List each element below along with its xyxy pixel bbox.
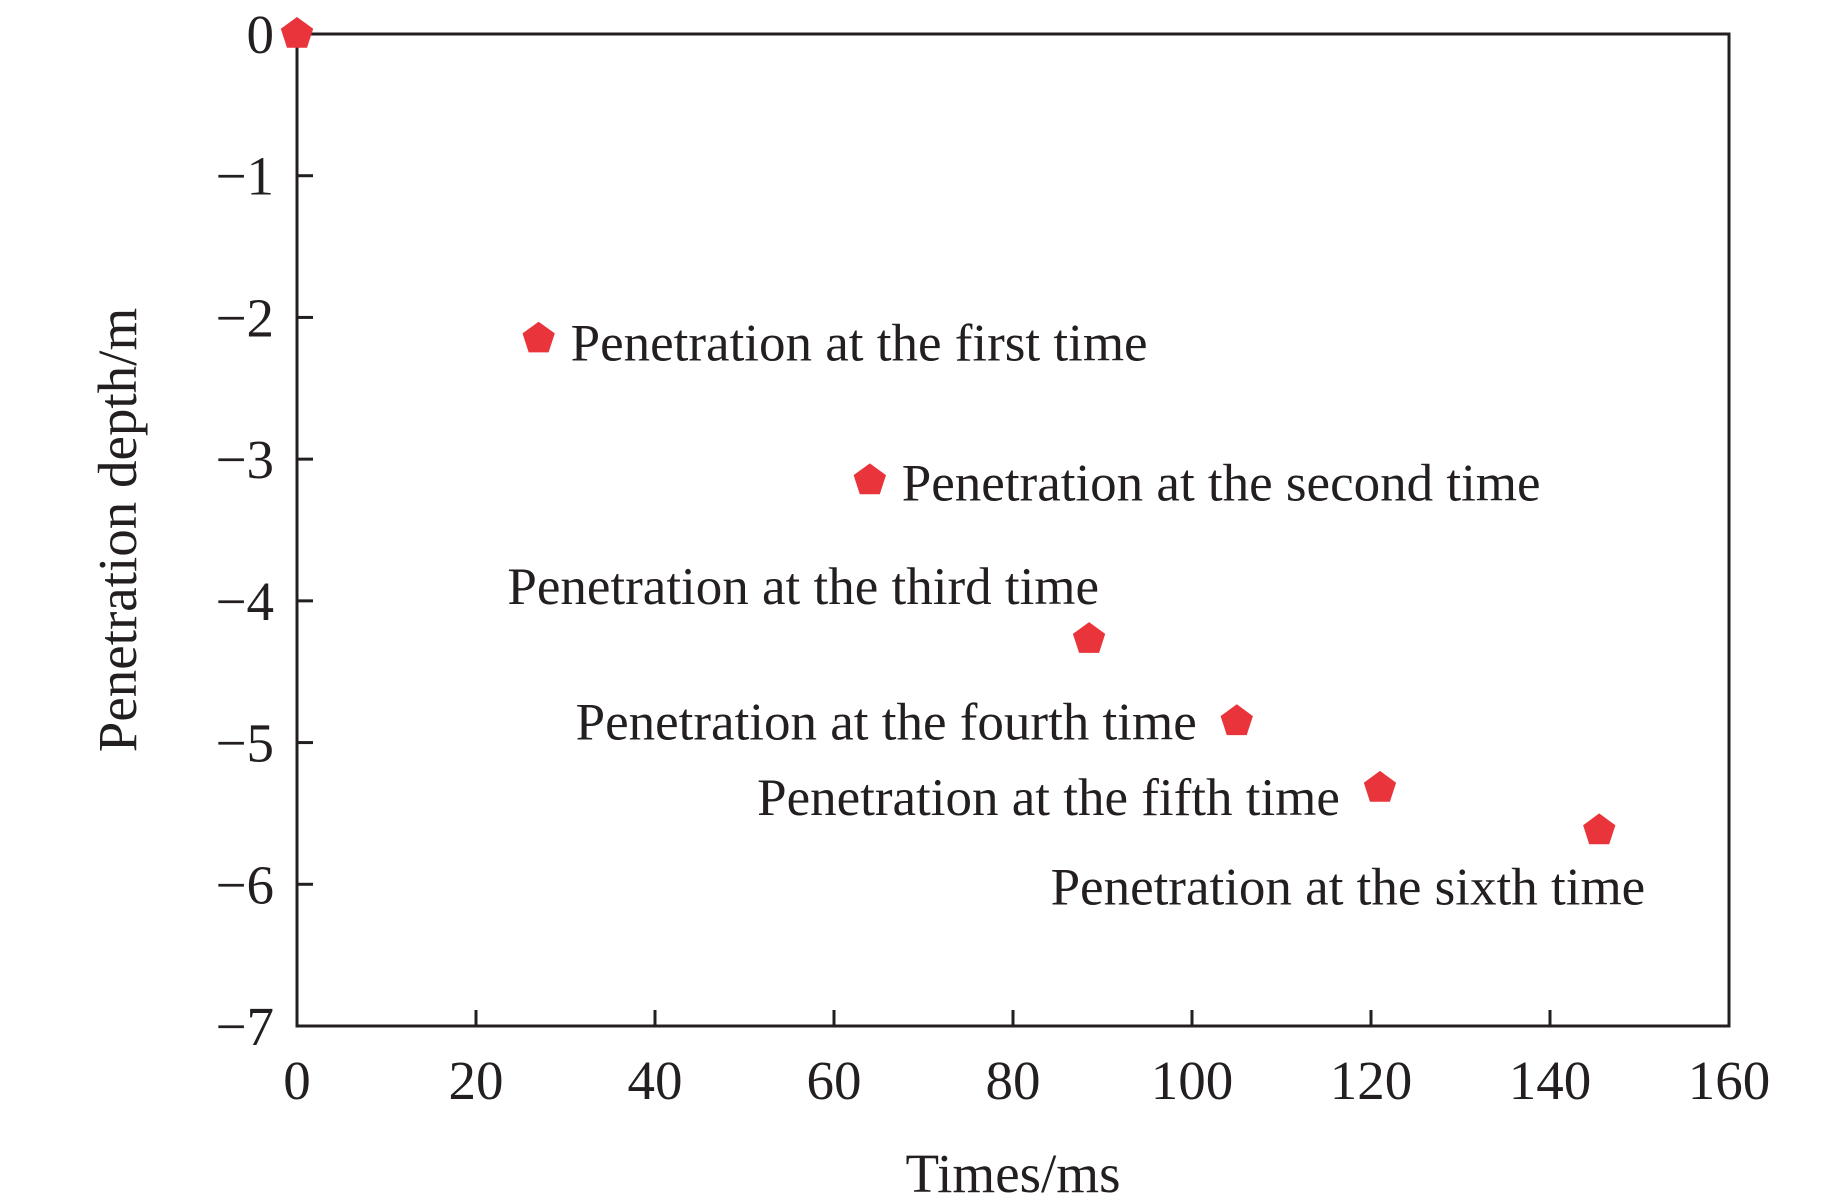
point-annotation: Penetration at the second time [902,454,1541,512]
x-tick-label: 120 [1330,1050,1413,1111]
x-tick-label: 140 [1509,1050,1592,1111]
data-points [280,17,1616,845]
y-axis-ticks: 0 −1 −2 −3 −4 −5 −6 −7 [215,4,313,1057]
y-tick-label: −7 [215,996,274,1057]
y-tick-label: −6 [215,854,274,915]
data-point-marker [1583,813,1616,845]
x-tick-label: 60 [807,1050,862,1111]
data-point-marker [1220,704,1253,736]
x-axis-ticks: 0 20 40 60 80 100 120 140 160 [283,1010,1770,1111]
x-tick-label: 40 [628,1050,683,1111]
y-tick-label: 0 [247,4,275,65]
x-tick-label: 20 [449,1050,504,1111]
point-annotation: Penetration at the first time [571,315,1148,373]
data-point-marker [280,17,314,48]
x-tick-label: 100 [1151,1050,1234,1111]
x-tick-label: 0 [283,1050,311,1111]
point-annotation: Penetration at the third time [507,558,1099,616]
x-axis-label: Times/ms [905,1143,1120,1202]
point-annotation: Penetration at the fifth time [757,769,1340,827]
x-tick-label: 80 [986,1050,1041,1111]
data-point-marker [1072,622,1106,653]
data-point-marker [1363,770,1397,802]
point-annotation: Penetration at the fourth time [576,693,1197,751]
data-point-marker [522,321,555,353]
y-tick-label: −1 [215,146,274,207]
data-point-marker [853,463,886,495]
point-annotation: Penetration at the sixth time [1051,858,1646,916]
y-tick-label: −4 [215,571,274,632]
y-tick-label: −5 [215,713,274,774]
y-axis-label: Penetration depth/m [87,308,148,753]
y-tick-label: −3 [215,429,274,490]
point-annotations: Penetration at the first time Penetration… [507,315,1645,917]
x-tick-label: 160 [1688,1050,1771,1111]
y-tick-label: −2 [215,287,274,348]
